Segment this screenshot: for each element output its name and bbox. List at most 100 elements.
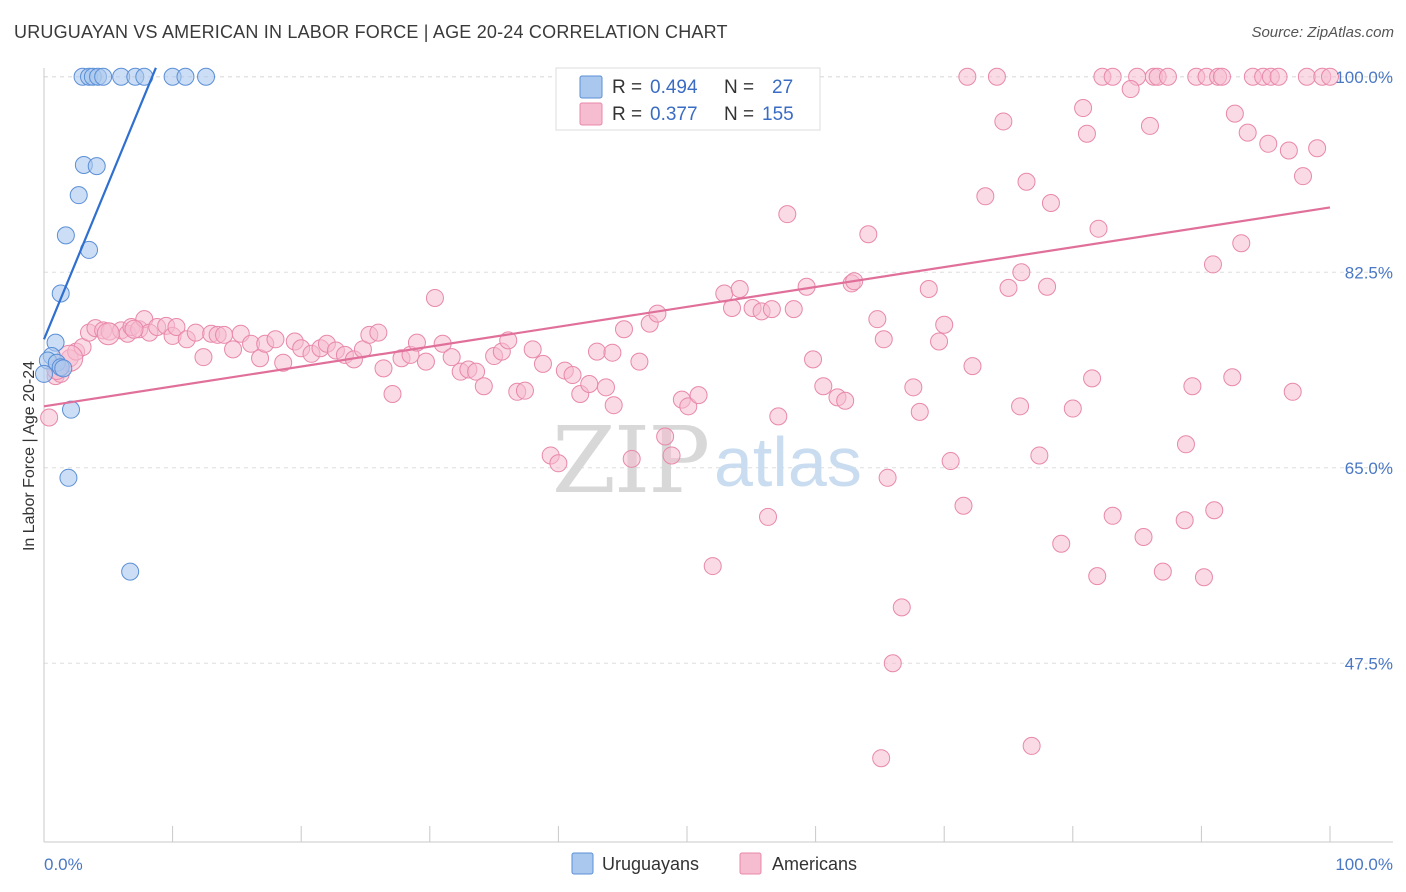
american-point [730,280,749,299]
correlation-legend: R = 0.494 N = 27 R = 0.377 N = 155 [555,67,821,131]
bottom-legend-american-label: Americans [772,854,857,874]
legend-american-n-label: N = [724,104,754,125]
american-point [874,330,893,349]
y-tick-label-3: 100.0% [1335,68,1393,87]
american-point [194,348,213,367]
american-point [224,340,243,359]
american-point [910,402,929,421]
american-point [836,391,855,410]
x-tick-label-1: 100.0% [1335,855,1393,874]
american-point [1176,435,1195,454]
american-point [1225,104,1244,123]
legend-uruguayan-r-value: 0.494 [650,77,698,98]
american-point [892,598,911,617]
american-point [1083,369,1102,388]
american-point [1038,277,1057,296]
american-point [1269,67,1288,86]
legend-american-swatch [579,102,603,126]
uruguayan-point [197,67,216,86]
american-point [919,280,938,299]
american-point [266,330,285,349]
american-point [1041,193,1060,212]
legend-uruguayan-r-label: R = [612,77,642,98]
american-point [1203,255,1222,274]
american-point [1140,116,1159,135]
american-point [1103,67,1122,86]
american-point [1077,124,1096,143]
legend-american-n-value: 155 [762,104,794,125]
american-point [1205,501,1224,520]
american-point [124,319,144,339]
american-point [563,366,582,385]
american-point [369,323,388,342]
american-point [1321,67,1339,86]
legend-uruguayan-n-value: 27 [772,77,793,98]
uruguayan-point [87,157,106,176]
american-point [603,343,622,362]
american-point [1088,567,1107,586]
american-point [987,67,1006,86]
x-tick-label-0: 0.0% [44,855,83,874]
american-point [976,187,995,206]
american-point [930,332,949,351]
y-tick-label-2: 82.5% [1345,263,1393,282]
american-point [523,340,542,359]
american-point [40,408,59,427]
american-point [814,377,833,396]
american-point [425,288,444,307]
american-point [215,325,234,344]
american-point [1232,234,1251,253]
legend-american-r-label: R = [612,104,642,125]
series-legend: Uruguayans Americans [571,852,857,875]
american-point [474,377,493,396]
bottom-legend-uruguayan-label: Uruguayans [602,854,699,874]
american-point [1153,562,1172,581]
uruguayan-point [176,67,195,86]
american-point [859,225,878,244]
american-point [778,205,797,224]
american-point [994,112,1013,131]
american-point [1283,382,1302,401]
american-point [467,362,486,381]
american-point [963,357,982,376]
y-axis-label: In Labor Force | Age 20-24 [21,361,38,551]
american-point [1089,219,1108,238]
american-point [96,322,120,346]
american-point [656,427,675,446]
american-point [804,350,823,369]
american-point [1158,67,1177,86]
american-point [1175,511,1194,530]
american-point [1103,506,1122,525]
american-point [662,446,681,465]
american-point [186,323,205,342]
american-point [759,507,778,526]
uruguayan-point [121,562,140,581]
american-point [1238,123,1257,142]
uruguayan-point [56,226,75,245]
american-point [416,352,435,371]
x-axis-ticks [43,826,1331,842]
american-point [549,454,568,473]
american-point [1134,528,1153,547]
american-point [954,496,973,515]
american-point [1293,167,1312,186]
american-point [274,353,293,372]
american-point [1297,67,1316,86]
american-point [679,397,698,416]
grid-lines [44,76,1393,664]
uruguayan-point [54,359,73,378]
american-point [587,342,606,361]
american-point [1063,399,1082,418]
american-point [604,396,623,415]
american-point [958,67,977,86]
axes [43,68,1393,843]
american-point [703,557,722,576]
american-point [622,449,641,468]
trend-lines [42,67,1331,408]
american-point [580,374,599,393]
american-point [904,378,923,397]
american-point [515,381,534,400]
american-point [762,300,781,319]
american-trend-line [43,206,1331,408]
